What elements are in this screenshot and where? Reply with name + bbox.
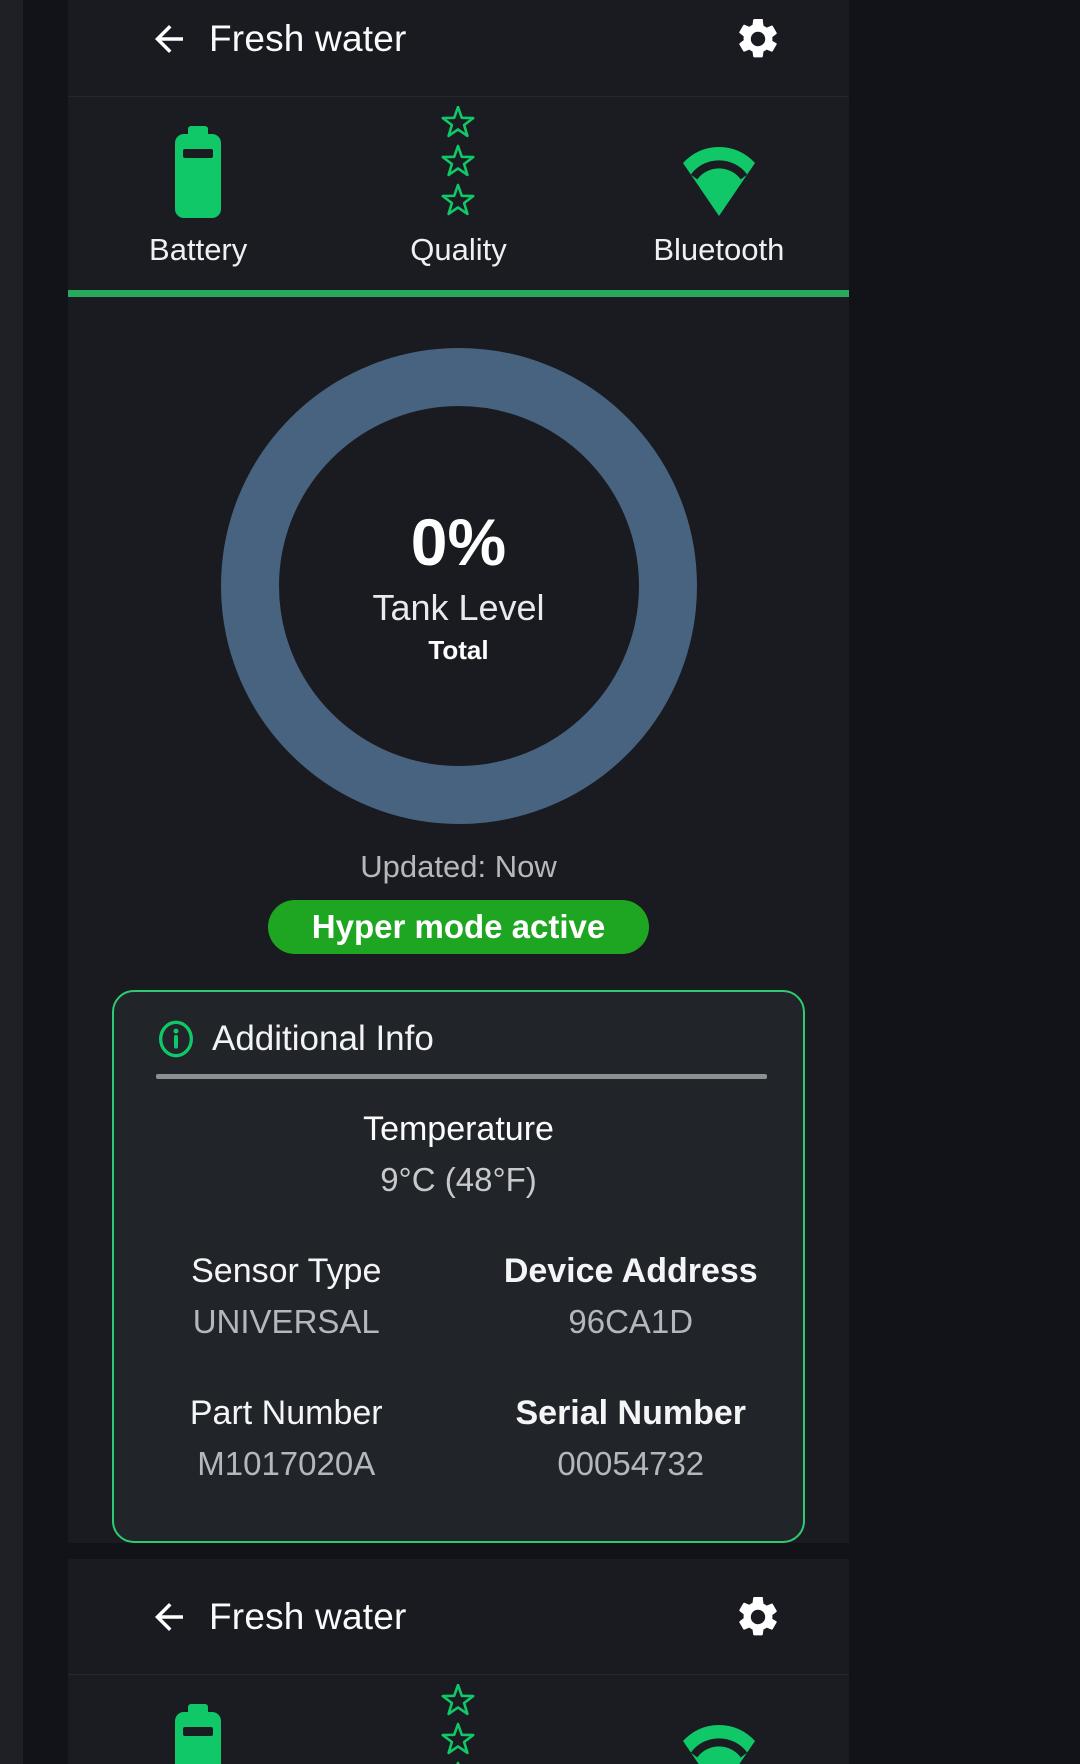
tank-level-ring: 0% Tank Level Total bbox=[220, 348, 697, 824]
hyper-mode-badge: Hyper mode active bbox=[267, 900, 650, 954]
tank-widget: Fresh water Battery bbox=[68, 0, 849, 1543]
page-title: Fresh water bbox=[209, 17, 407, 59]
field-label: Device Address bbox=[503, 1252, 758, 1290]
field-label: Serial Number bbox=[515, 1394, 747, 1432]
quality-stars-icon bbox=[438, 106, 478, 218]
card-field-row: Part Number M1017020A Serial Number 0005… bbox=[114, 1393, 803, 1483]
tab-quality-label: Quality bbox=[410, 232, 507, 267]
field-value: M1017020A bbox=[197, 1445, 376, 1482]
tab-battery[interactable]: Battery bbox=[68, 1675, 328, 1764]
settings-button[interactable] bbox=[733, 14, 783, 64]
field-serial-number: Serial Number 00054732 bbox=[459, 1393, 804, 1483]
field-device-address: Device Address 96CA1D bbox=[459, 1251, 804, 1341]
tank-level-label: Tank Level bbox=[372, 587, 545, 628]
app-bar: Fresh water bbox=[68, 0, 849, 97]
field-value: 96CA1D bbox=[568, 1303, 694, 1340]
gear-icon bbox=[739, 18, 777, 57]
back-arrow-icon bbox=[155, 24, 183, 53]
gear-icon bbox=[739, 1596, 777, 1635]
bluetooth-signal-icon bbox=[671, 106, 767, 218]
bluetooth-signal-icon bbox=[671, 1684, 767, 1764]
additional-info-card: Additional Info Temperature 9°C (48°F) S… bbox=[112, 990, 805, 1543]
back-arrow-icon bbox=[155, 1602, 183, 1631]
field-label: Part Number bbox=[189, 1394, 383, 1432]
card-header: Additional Info bbox=[114, 992, 803, 1060]
card-divider bbox=[156, 1074, 767, 1079]
field-label: Sensor Type bbox=[191, 1252, 382, 1290]
field-value: 00054732 bbox=[557, 1445, 705, 1482]
quality-stars-icon bbox=[438, 1684, 478, 1764]
gauge-section: 0% Tank Level Total bbox=[68, 297, 849, 824]
tab-battery[interactable]: Battery bbox=[68, 97, 328, 290]
tab-bluetooth[interactable]: Bluetooth bbox=[589, 97, 849, 290]
card-title: Additional Info bbox=[212, 1019, 434, 1058]
tank-total-label: Total bbox=[428, 635, 489, 665]
field-sensor-type: Sensor Type UNIVERSAL bbox=[114, 1251, 459, 1341]
settings-button[interactable] bbox=[733, 1592, 783, 1642]
tab-bluetooth-label: Bluetooth bbox=[653, 232, 785, 267]
field-value: UNIVERSAL bbox=[192, 1303, 380, 1340]
tab-battery-label: Battery bbox=[149, 232, 248, 267]
battery-icon bbox=[173, 106, 223, 218]
tab-quality[interactable]: Quality bbox=[328, 1675, 588, 1764]
temperature-value: 9°C (48°F) bbox=[380, 1161, 537, 1198]
tab-bar: Battery Quality bbox=[68, 97, 849, 290]
back-button[interactable] bbox=[147, 17, 191, 61]
info-icon bbox=[159, 1020, 193, 1058]
active-tab-underline bbox=[68, 290, 849, 297]
tab-quality[interactable]: Quality bbox=[328, 97, 588, 290]
tank-percent: 0% bbox=[410, 505, 507, 579]
tab-bluetooth[interactable]: Bluetooth bbox=[589, 1675, 849, 1764]
updated-text: Updated: Now bbox=[360, 849, 557, 884]
page-title: Fresh water bbox=[209, 1595, 407, 1637]
temperature-label: Temperature bbox=[363, 1110, 554, 1148]
field-part-number: Part Number M1017020A bbox=[114, 1393, 459, 1483]
battery-icon bbox=[173, 1684, 223, 1764]
back-button[interactable] bbox=[147, 1595, 191, 1639]
tab-bar: Battery Quality bbox=[68, 1675, 849, 1764]
screen-left-strip bbox=[0, 0, 23, 1764]
app-column: Fresh water Battery bbox=[68, 0, 849, 1764]
app-bar: Fresh water bbox=[68, 1559, 849, 1675]
tank-widget: Fresh water Battery bbox=[68, 1559, 849, 1764]
card-field-row: Sensor Type UNIVERSAL Device Address 96C… bbox=[114, 1251, 803, 1341]
